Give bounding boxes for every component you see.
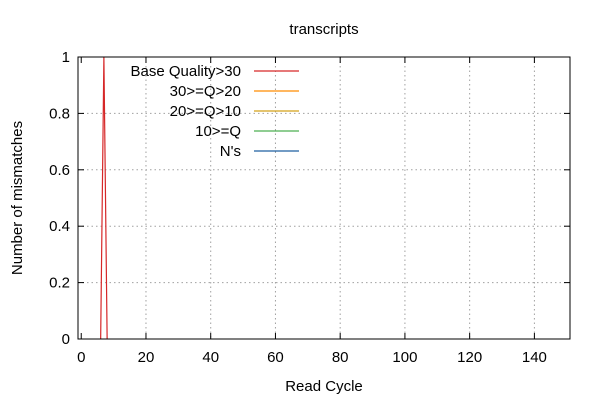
y-tick-label: 1: [62, 49, 70, 66]
series-line: [100, 56, 108, 340]
x-tick-label: 20: [138, 349, 155, 366]
y-tick-label: 0.2: [49, 275, 70, 292]
axis-ticks: 0 20 40 60 80 100 120 140 0 0.2 0.4 0.6 0.8 1: [49, 49, 570, 366]
x-tick-label: 140: [522, 349, 547, 366]
legend-label: 10>=Q: [195, 123, 241, 140]
x-axis-label: Read Cycle: [285, 378, 363, 395]
x-tick-label: 100: [392, 349, 417, 366]
chart-title: transcripts: [289, 21, 358, 38]
legend-label: Base Quality>30: [131, 63, 242, 80]
x-tick-label: 60: [267, 349, 284, 366]
legend-label: 30>=Q>20: [170, 83, 241, 100]
grid: [78, 57, 570, 339]
series-lines: [100, 56, 108, 340]
y-tick-label: 0: [62, 331, 70, 348]
y-tick-label: 0.4: [49, 218, 70, 235]
y-axis-label: Number of mismatches: [9, 121, 26, 275]
legend: Base Quality>30 30>=Q>20 20>=Q>10 10>=Q N's: [131, 63, 299, 160]
legend-label: 20>=Q>10: [170, 103, 241, 120]
y-tick-label: 0.6: [49, 162, 70, 179]
x-tick-label: 80: [332, 349, 349, 366]
y-tick-label: 0.8: [49, 105, 70, 122]
legend-label: N's: [220, 143, 241, 160]
x-tick-label: 0: [77, 349, 85, 366]
plot-frame: [77, 56, 571, 340]
x-tick-label: 120: [457, 349, 482, 366]
x-tick-label: 40: [202, 349, 219, 366]
